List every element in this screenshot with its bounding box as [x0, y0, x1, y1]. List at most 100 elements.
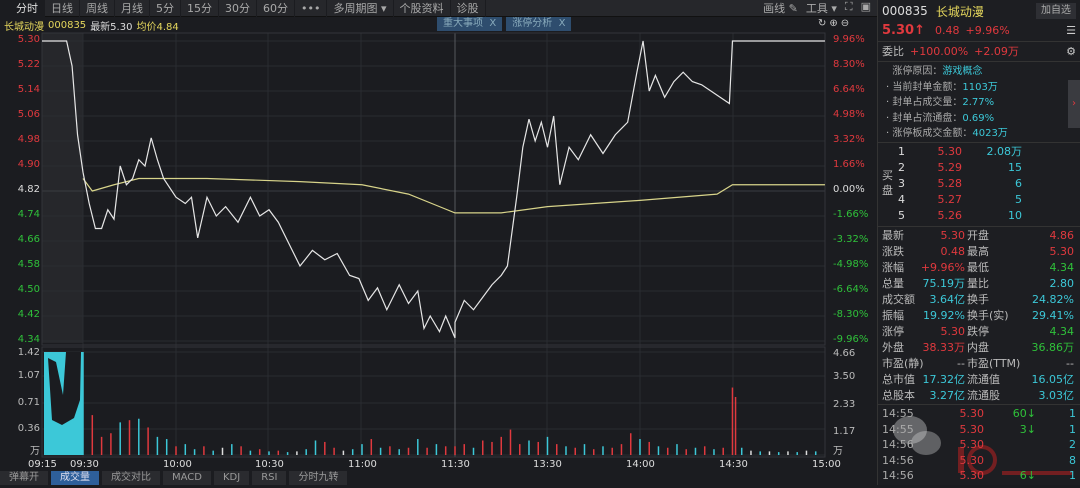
menu-icon[interactable]: ☰ — [1066, 23, 1076, 37]
price-tick-label: 4.90 — [17, 159, 40, 170]
latest-price: 最新5.30 — [90, 21, 133, 33]
stat-value: 5.30 — [940, 325, 966, 338]
pct-tick-label: -3.32% — [833, 234, 869, 245]
price-tick-label: 4.42 — [17, 309, 40, 320]
time-tick-label: 15:00 — [812, 459, 841, 470]
price-tick-label: 5.30 — [17, 34, 40, 45]
indicator-tab[interactable]: 弹幕开 — [0, 471, 48, 485]
close-icon[interactable]: X — [489, 18, 497, 29]
draw-button[interactable]: 画线 ✎ — [763, 2, 798, 15]
tick-price: 5.30 — [959, 407, 985, 420]
stat-label: 最低 — [967, 261, 989, 274]
close-icon[interactable]: X — [558, 18, 566, 29]
tab-60min[interactable]: 60分 — [257, 0, 295, 17]
stat-label: 市盈(TTM) — [967, 357, 1021, 370]
tab-diagnosis[interactable]: 诊股 — [451, 0, 486, 17]
stat-label: 外盘 — [882, 341, 904, 354]
stat-label: 市盈(静) — [882, 357, 924, 370]
pct-tick-label: -4.98% — [833, 259, 869, 270]
indicator-tab[interactable]: 分时九转 — [289, 471, 348, 485]
panel-stock-code: 000835 — [882, 4, 928, 18]
limit-info-value: 2.77% — [962, 97, 995, 108]
bid-price: 5.26 — [937, 209, 963, 222]
stat-value: 4.34 — [1049, 325, 1075, 338]
indicator-tabs: 弹幕开 成交量 成交对比 MACD KDJ RSI 分时九转 — [0, 471, 348, 485]
bid-quantity: 15 — [1008, 161, 1022, 174]
time-tick-label: 09:15 — [28, 459, 57, 470]
indicator-tab[interactable]: KDJ — [213, 471, 250, 485]
tab-monthly[interactable]: 月线 — [115, 0, 150, 17]
stat-value: 29.41% — [1032, 309, 1074, 322]
intraday-chart[interactable] — [0, 0, 877, 470]
zoom-out-icon[interactable]: ⊖ — [840, 18, 853, 29]
pct-tick-label: 4.98% — [833, 109, 865, 120]
zoom-in-icon[interactable]: ⊕ — [829, 18, 841, 29]
bid-row: 2 5.29 15 — [898, 160, 1022, 176]
multi-period-dropdown[interactable]: 多周期图 ▾ — [327, 0, 394, 17]
tab-intraday[interactable]: 分时 — [0, 0, 45, 17]
volume-tick-label-right: 万 — [833, 446, 843, 457]
bid-level: 5 — [898, 209, 905, 222]
pct-tick-label: 8.30% — [833, 59, 865, 70]
stat-label: 换手(实) — [967, 309, 1009, 322]
limit-up-info: 涨停原因：游戏概念 · 当前封单金额：1103万 · 封单占成交量：2.77% · 封… — [886, 64, 1008, 142]
average-price: 均价4.84 — [136, 21, 179, 33]
add-watchlist-button[interactable]: 加自选 — [1036, 3, 1076, 19]
pct-tick-label: -9.96% — [833, 334, 869, 345]
stat-label: 最新 — [882, 229, 904, 242]
volume-tick-label: 万 — [30, 446, 40, 457]
tick-count: 1 — [1069, 469, 1076, 482]
limit-info-value: 1103万 — [962, 81, 998, 93]
tab-weekly[interactable]: 周线 — [80, 0, 115, 17]
tick-count: 1 — [1069, 422, 1076, 436]
indicator-tab[interactable]: 成交对比 — [102, 471, 160, 485]
volume-tick-label: 1.07 — [17, 370, 40, 381]
tick-time: 14:56 — [882, 453, 914, 467]
panel-stock-name: 长城动漫 — [935, 4, 984, 19]
tick-time: 14:56 — [882, 438, 914, 451]
volume-tick-label: 0.36 — [17, 423, 40, 434]
more-button[interactable]: ••• — [295, 0, 328, 17]
volume-tick-label-right: 3.50 — [833, 371, 856, 382]
quote-panel: 000835 长城动漫 加自选 5.30 ↑ 0.48 +9.96% ☰ 委比 … — [877, 0, 1080, 485]
stat-label: 最高 — [967, 245, 989, 258]
stat-label: 内盘 — [967, 341, 989, 354]
bid-row: 4 5.27 5 — [898, 192, 1022, 208]
trade-tick-row: 14:55 5.30 60↓ 1 — [882, 406, 1076, 422]
order-ratio-label: 委比 — [882, 45, 904, 58]
tab-5min[interactable]: 5分 — [150, 0, 181, 17]
indicator-tab[interactable]: 成交量 — [51, 471, 99, 485]
refresh-icon[interactable]: ↻ — [818, 18, 830, 29]
tag-bar: 重大事项 X 涨停分析 X — [437, 17, 572, 31]
indicator-tab[interactable]: RSI — [252, 471, 287, 485]
tab-30min[interactable]: 30分 — [219, 0, 257, 17]
panel-toggle-icon[interactable]: ▣ — [860, 0, 871, 13]
fullscreen-icon[interactable]: ⛶ — [844, 0, 853, 13]
stat-row: 市盈(静) -- 市盈(TTM) -- — [882, 356, 1076, 372]
bid-level: 3 — [898, 177, 905, 190]
trade-tick-row: 14:55 5.30 3↓ 1 — [882, 422, 1076, 438]
volume-tick-label: 0.71 — [17, 397, 40, 408]
tab-15min[interactable]: 15分 — [181, 0, 219, 17]
tab-stock-profile[interactable]: 个股资料 — [394, 0, 451, 17]
stat-label: 涨跌 — [882, 245, 904, 258]
stat-row: 最新 5.30 开盘 4.86 — [882, 228, 1076, 244]
tools-dropdown[interactable]: 工具 ▾ — [805, 2, 837, 15]
order-ratio-diff: +2.09万 — [974, 45, 1019, 58]
tag-limit-analysis[interactable]: 涨停分析 X — [506, 17, 572, 31]
indicator-tab[interactable]: MACD — [163, 471, 211, 485]
limit-info-row: · 封单占成交量：2.77% — [886, 97, 995, 108]
pct-tick-label: 3.32% — [833, 134, 865, 145]
limit-info-row: · 当前封单金额：1103万 — [886, 81, 998, 93]
stat-value: 19.92% — [923, 309, 965, 322]
stat-label: 振幅 — [882, 309, 904, 322]
tag-major-events[interactable]: 重大事项 X — [437, 17, 503, 31]
stat-label: 涨幅 — [882, 261, 904, 274]
pct-tick-label: -8.30% — [833, 309, 869, 320]
tab-daily[interactable]: 日线 — [45, 0, 80, 17]
tick-price: 5.30 — [959, 438, 985, 451]
gear-icon[interactable]: ⚙ — [1066, 44, 1076, 58]
chart-controls: ↻⊕⊖ — [818, 18, 852, 29]
limit-info-row: · 封单占流通盘：0.69% — [886, 112, 995, 124]
expand-arrow-icon[interactable]: › — [1068, 80, 1080, 128]
